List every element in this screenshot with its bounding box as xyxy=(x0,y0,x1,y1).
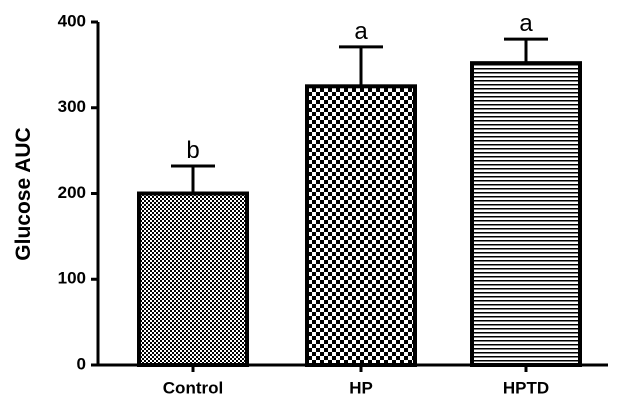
y-tick-label: 100 xyxy=(58,269,86,288)
x-tick-label: HPTD xyxy=(503,378,549,397)
y-axis-label: Glucose AUC xyxy=(12,127,35,260)
significance-letter: a xyxy=(354,18,368,45)
x-tick-label: Control xyxy=(163,378,223,397)
bar xyxy=(137,191,249,367)
bar xyxy=(305,84,417,367)
y-tick-label: 200 xyxy=(58,183,86,202)
bar xyxy=(470,61,582,367)
significance-letter: b xyxy=(186,137,199,164)
y-tick-label: 400 xyxy=(58,11,86,30)
significance-letter: a xyxy=(519,10,533,37)
y-tick-label: 300 xyxy=(58,97,86,116)
y-tick-label: 0 xyxy=(77,354,86,373)
x-tick-label: HP xyxy=(349,378,373,397)
